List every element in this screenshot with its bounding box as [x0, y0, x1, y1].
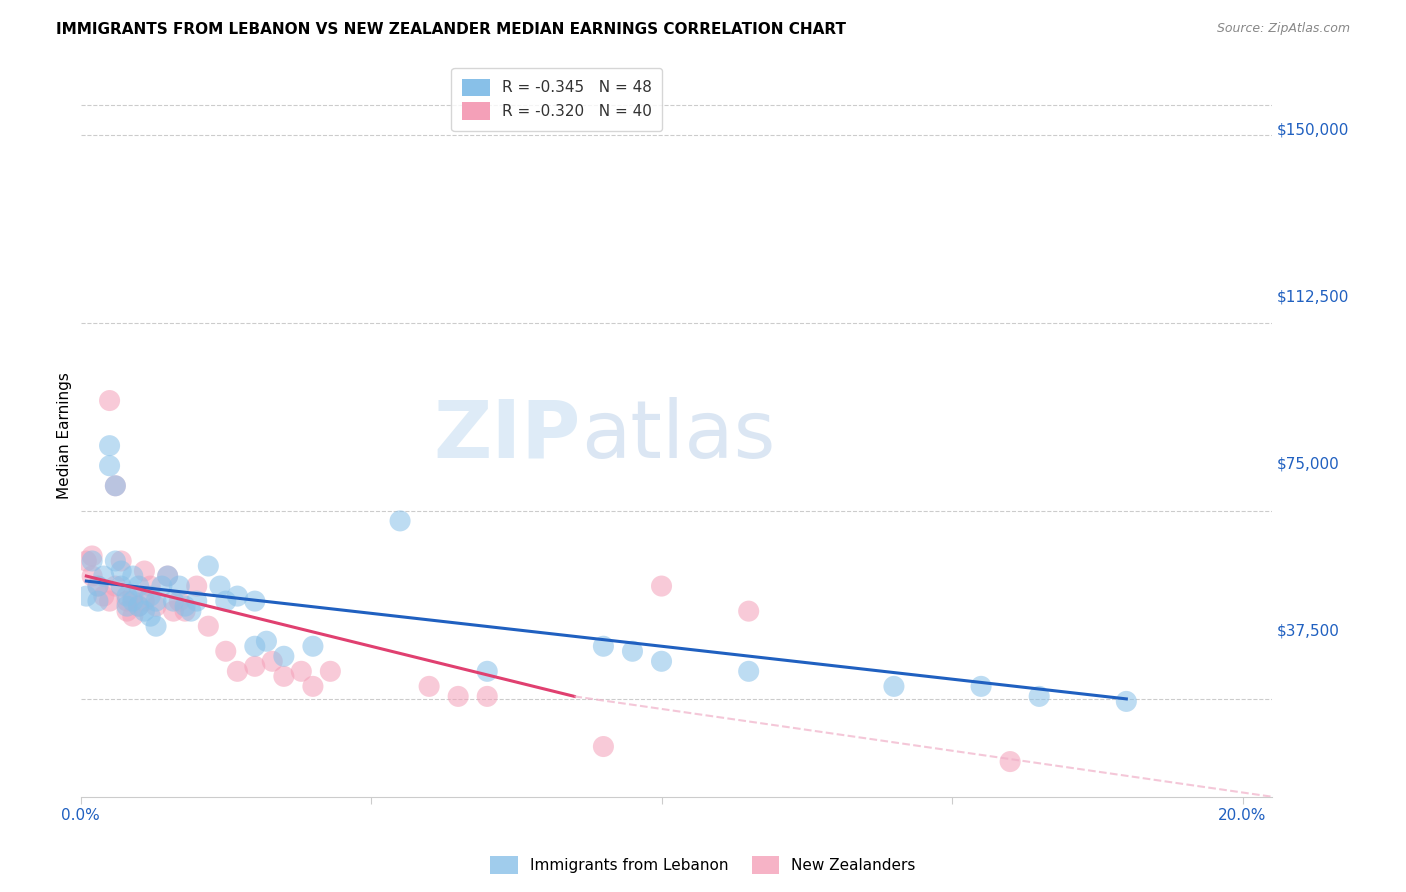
- Point: [477, 690, 499, 704]
- Point: [262, 654, 284, 668]
- Point: [162, 604, 184, 618]
- Point: [145, 594, 167, 608]
- Point: [208, 579, 231, 593]
- Point: [302, 639, 325, 653]
- Point: [737, 665, 759, 679]
- Point: [243, 639, 266, 653]
- Point: [145, 619, 167, 633]
- Legend: R = -0.345   N = 48, R = -0.320   N = 40: R = -0.345 N = 48, R = -0.320 N = 40: [451, 68, 662, 130]
- Point: [197, 559, 219, 574]
- Text: Source: ZipAtlas.com: Source: ZipAtlas.com: [1216, 22, 1350, 36]
- Point: [226, 589, 249, 603]
- Point: [389, 514, 412, 528]
- Point: [134, 604, 156, 618]
- Point: [87, 579, 110, 593]
- Point: [82, 569, 104, 583]
- Point: [319, 665, 342, 679]
- Point: [121, 609, 143, 624]
- Point: [139, 589, 162, 603]
- Point: [290, 665, 312, 679]
- Point: [115, 599, 138, 614]
- Point: [110, 579, 132, 593]
- Point: [128, 599, 150, 614]
- Point: [150, 579, 173, 593]
- Point: [98, 439, 121, 453]
- Point: [418, 679, 440, 693]
- Legend: Immigrants from Lebanon, New Zealanders: Immigrants from Lebanon, New Zealanders: [484, 850, 922, 880]
- Point: [243, 594, 266, 608]
- Point: [128, 579, 150, 593]
- Point: [737, 604, 759, 618]
- Point: [115, 604, 138, 618]
- Point: [115, 594, 138, 608]
- Point: [87, 594, 110, 608]
- Point: [93, 569, 115, 583]
- Point: [651, 654, 673, 668]
- Point: [134, 594, 156, 608]
- Point: [592, 639, 614, 653]
- Point: [197, 619, 219, 633]
- Point: [87, 579, 110, 593]
- Point: [115, 589, 138, 603]
- Point: [162, 594, 184, 608]
- Text: IMMIGRANTS FROM LEBANON VS NEW ZEALANDER MEDIAN EARNINGS CORRELATION CHART: IMMIGRANTS FROM LEBANON VS NEW ZEALANDER…: [56, 22, 846, 37]
- Point: [651, 579, 673, 593]
- Point: [104, 554, 127, 568]
- Point: [215, 644, 238, 658]
- Point: [110, 554, 132, 568]
- Point: [93, 589, 115, 603]
- Point: [180, 604, 202, 618]
- Point: [1115, 694, 1137, 708]
- Point: [75, 554, 97, 568]
- Point: [104, 579, 127, 593]
- Point: [302, 679, 325, 693]
- Point: [134, 564, 156, 578]
- Point: [273, 669, 295, 683]
- Point: [156, 569, 179, 583]
- Point: [186, 579, 208, 593]
- Point: [75, 589, 97, 603]
- Point: [145, 599, 167, 614]
- Point: [98, 594, 121, 608]
- Point: [243, 659, 266, 673]
- Point: [121, 589, 143, 603]
- Point: [592, 739, 614, 754]
- Point: [215, 594, 238, 608]
- Point: [169, 579, 191, 593]
- Point: [998, 755, 1021, 769]
- Y-axis label: Median Earnings: Median Earnings: [58, 372, 72, 500]
- Point: [174, 604, 197, 618]
- Point: [970, 679, 993, 693]
- Point: [128, 599, 150, 614]
- Point: [139, 609, 162, 624]
- Point: [186, 594, 208, 608]
- Point: [169, 594, 191, 608]
- Point: [121, 594, 143, 608]
- Point: [98, 458, 121, 473]
- Point: [447, 690, 470, 704]
- Point: [621, 644, 644, 658]
- Text: atlas: atlas: [581, 397, 775, 475]
- Point: [104, 479, 127, 493]
- Point: [110, 564, 132, 578]
- Point: [273, 649, 295, 664]
- Point: [82, 549, 104, 563]
- Point: [156, 569, 179, 583]
- Point: [98, 393, 121, 408]
- Point: [883, 679, 905, 693]
- Point: [477, 665, 499, 679]
- Point: [121, 569, 143, 583]
- Text: ZIP: ZIP: [433, 397, 581, 475]
- Point: [174, 599, 197, 614]
- Point: [82, 554, 104, 568]
- Point: [139, 579, 162, 593]
- Point: [104, 479, 127, 493]
- Point: [254, 634, 277, 648]
- Point: [226, 665, 249, 679]
- Point: [1028, 690, 1050, 704]
